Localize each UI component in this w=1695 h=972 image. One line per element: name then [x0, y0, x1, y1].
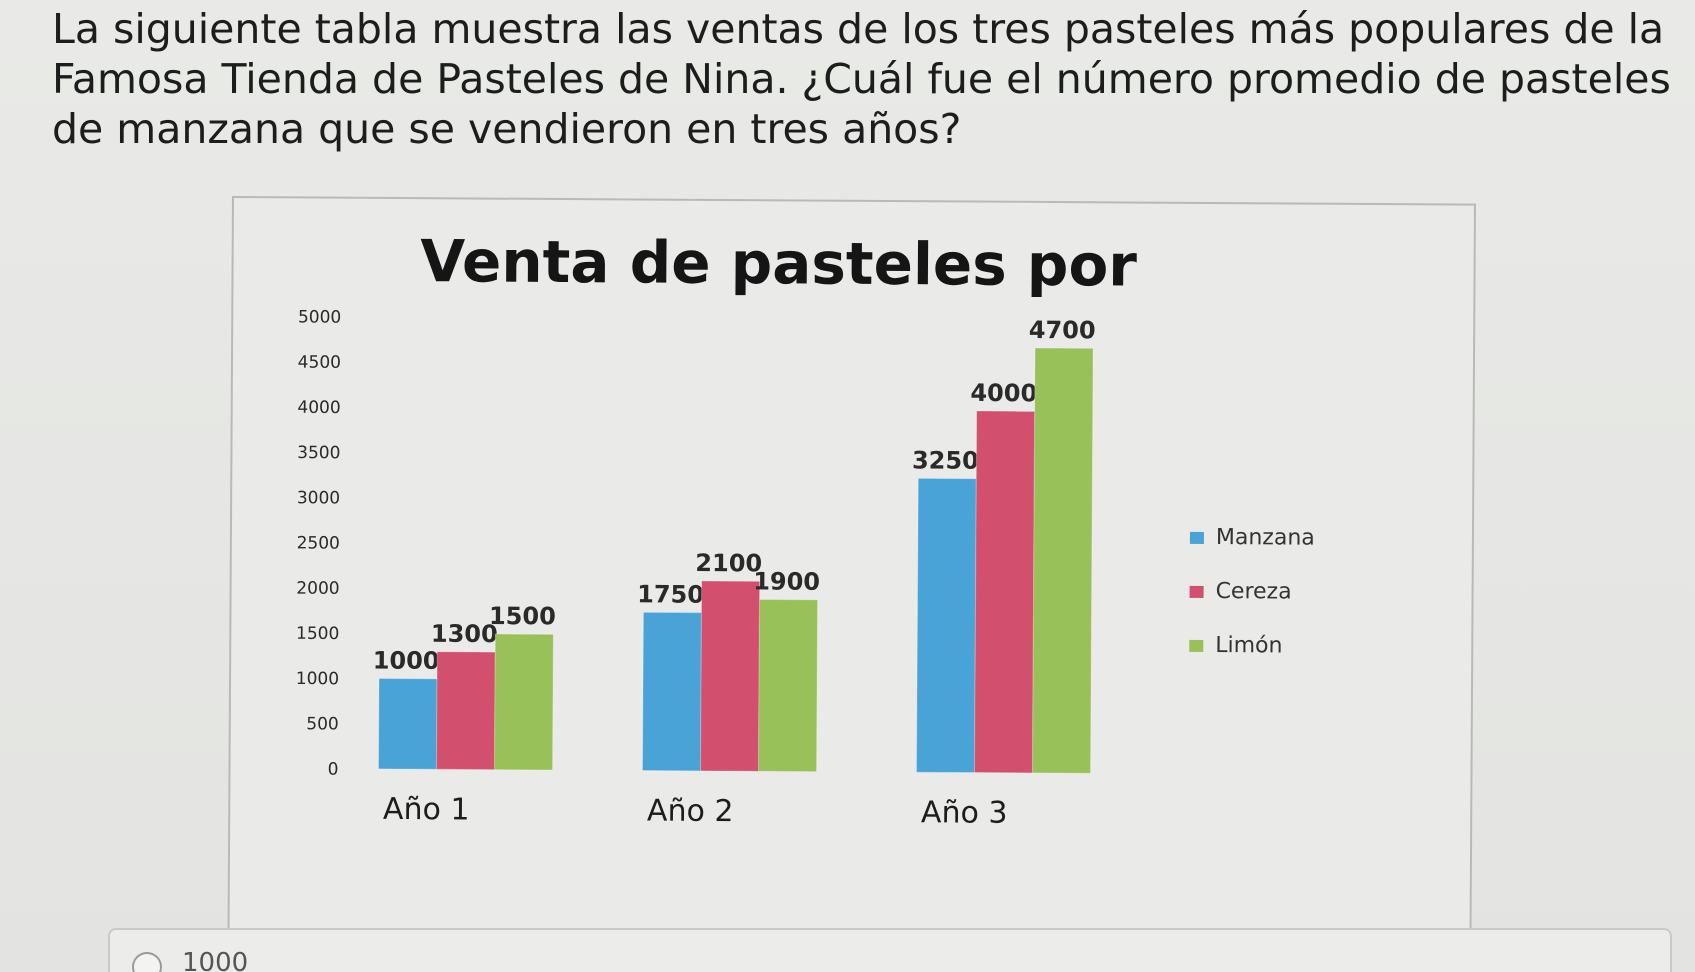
bar-limón-3	[1031, 347, 1094, 774]
y-tick-label: 3500	[297, 443, 340, 463]
x-category-label: Año 1	[383, 792, 470, 828]
bar-cereza-2	[699, 580, 761, 772]
legend-label: Cereza	[1216, 579, 1292, 604]
data-label: 3250	[912, 446, 979, 474]
data-label: 1750	[637, 580, 704, 608]
bar-manzana-3	[915, 477, 977, 774]
y-tick-label: 1500	[296, 624, 339, 644]
data-label: 4000	[970, 379, 1037, 407]
y-tick-label: 4000	[297, 398, 340, 418]
radio-button[interactable]	[132, 952, 162, 972]
legend-swatch-cereza	[1189, 585, 1204, 598]
legend-swatch-limón	[1189, 639, 1204, 652]
bar-chart: Venta de pasteles por 0 500 1000 1500 2000 250…	[296, 227, 1315, 831]
legend-swatch-manzana	[1189, 531, 1204, 544]
question-text: La siguiente tabla muestra las ventas de…	[52, 5, 1671, 153]
y-tick-label: 4500	[298, 353, 341, 373]
answer-option-label: 1000	[182, 948, 249, 972]
data-label: 1300	[431, 620, 498, 648]
data-label: 1500	[489, 602, 556, 630]
bar-manzana-1	[378, 678, 438, 770]
data-label: 4700	[1029, 316, 1096, 344]
y-tick-label: 500	[306, 714, 339, 734]
answer-option[interactable]: 1000	[108, 928, 1672, 972]
data-label: 1900	[753, 567, 820, 595]
y-tick-label: 2500	[297, 533, 340, 553]
chart-container: Venta de pasteles por 0 500 1000 1500 2000 250…	[227, 196, 1476, 940]
legend-label: Limón	[1215, 633, 1282, 658]
legend-label: Manzana	[1216, 525, 1315, 551]
bar-cereza-3	[973, 410, 1036, 774]
x-category-label: Año 3	[921, 795, 1008, 831]
chart-title: Venta de pasteles por	[420, 227, 1137, 299]
y-tick-label: 1000	[296, 669, 339, 689]
bar-limón-2	[757, 598, 819, 773]
y-tick-label: 3000	[297, 488, 340, 508]
y-tick-label: 2000	[296, 579, 339, 599]
bar-manzana-2	[641, 611, 702, 772]
data-label: 1000	[373, 646, 440, 674]
bar-limón-1	[493, 633, 554, 771]
bar-cereza-1	[435, 651, 496, 771]
y-tick-label: 0	[328, 760, 339, 780]
y-tick-label: 5000	[298, 307, 341, 327]
x-category-label: Año 2	[647, 794, 734, 830]
data-label: 2100	[695, 549, 762, 577]
